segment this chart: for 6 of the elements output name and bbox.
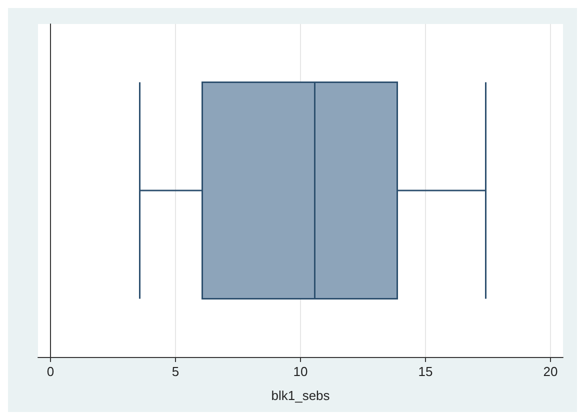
x-tick-label: 20 — [543, 364, 558, 379]
x-tick-label: 15 — [418, 364, 433, 379]
x-tick-label: 5 — [172, 364, 180, 379]
x-tick-label: 10 — [293, 364, 308, 379]
x-axis-title: blk1_sebs — [271, 388, 330, 403]
x-tick-label: 0 — [46, 364, 54, 379]
